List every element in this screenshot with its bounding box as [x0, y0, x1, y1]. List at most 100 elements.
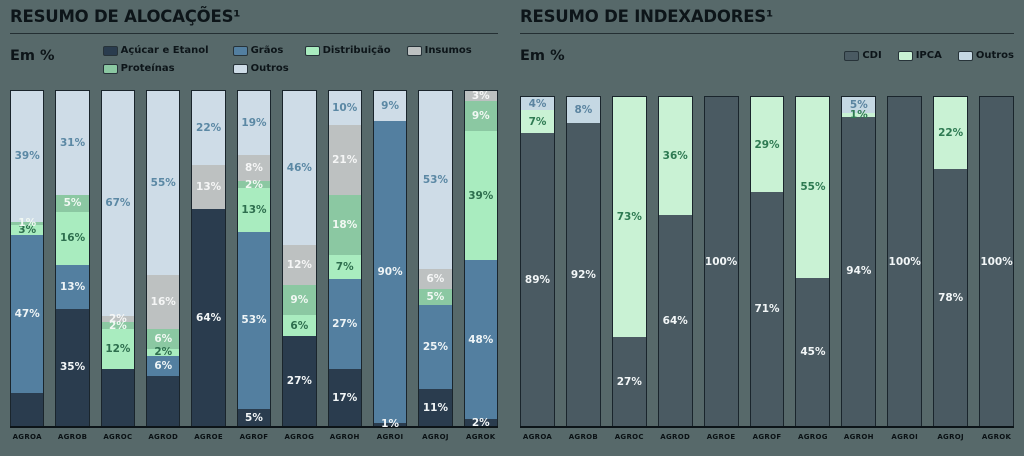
legend-swatch	[232, 45, 248, 56]
segment-value-label: 48%	[468, 333, 494, 346]
stacked-bar-agrof: 71% 29%	[749, 96, 785, 426]
bar-segment: 90%	[373, 121, 407, 423]
bar-segment: 89%	[521, 133, 554, 426]
legend-label: Grãos	[250, 45, 284, 56]
legend-swatch	[102, 45, 118, 56]
legend-swatch	[957, 50, 973, 61]
stacked-bar-agroj: 11% 25% 5% 6% 53%	[418, 90, 453, 426]
x-axis-label: AGROG	[284, 433, 315, 441]
bar-segment: 10%	[328, 91, 361, 125]
segment-value-label: 9%	[381, 100, 399, 113]
segment-value-label: 55%	[150, 177, 176, 190]
title-divider	[10, 33, 499, 34]
segment-value-label: 16%	[59, 232, 86, 245]
x-axis-label: AGROE	[194, 433, 224, 441]
bar-segment: 55%	[147, 91, 180, 276]
segment-value-label: 5%	[245, 411, 263, 424]
segment-value-label: 31%	[59, 136, 86, 149]
segment-value-label: 5%	[426, 291, 445, 304]
bar-segment: 47%	[11, 235, 44, 393]
bar-segment: 100%	[704, 97, 738, 426]
allocations-x-axis-labels: AGROA AGROB AGROC AGROD AGROE AGROF AGROG AGROH…	[10, 433, 498, 441]
stacked-bar-agroh: 17% 27% 7% 18% 21% 10%	[327, 90, 362, 426]
segment-value-label: 73%	[616, 211, 642, 224]
segment-value-label: 4%	[528, 97, 547, 110]
segment-value-label: 89%	[524, 273, 551, 286]
segment-value-label: 67%	[105, 197, 131, 210]
bar-segment: 67%	[101, 91, 135, 316]
stacked-bar-agrod: 6% 2% 6% 16% 55%	[146, 90, 181, 426]
bar-segment: 71%	[750, 192, 784, 426]
x-axis-label: AGROH	[843, 433, 874, 441]
bar-segment: 46%	[283, 91, 316, 246]
segment-value-label: 18%	[332, 219, 358, 232]
stacked-bar-agrob: 35% 13% 16% 5% 31%	[55, 90, 90, 426]
segment-value-label: 22%	[938, 127, 964, 140]
legend-swatch	[406, 45, 422, 56]
segment-value-label: 39%	[468, 189, 494, 202]
segment-value-label: 2%	[154, 346, 173, 359]
legend-item: CDI	[844, 50, 882, 61]
legend-label: IPCA	[915, 50, 942, 61]
segment-value-label: 22%	[196, 122, 222, 135]
bar-segment: 8%	[566, 97, 600, 124]
legend-label: Outros	[975, 50, 1014, 61]
segment-value-label: 71%	[754, 303, 780, 316]
x-axis-label: AGROB	[568, 433, 599, 441]
segment-value-label: 6%	[154, 332, 173, 345]
bar-segment: 18%	[328, 194, 361, 256]
stacked-bar-agrok: 100%	[979, 96, 1014, 426]
indexers-chart-panel: RESUMO DE INDEXADORES¹ Em % CDI IPCA Outro…	[520, 6, 1014, 454]
bar-segment	[11, 392, 44, 426]
bar-segment: 100%	[980, 97, 1013, 426]
bar-segment: 16%	[147, 275, 180, 329]
indexers-legend-row: Em % CDI IPCA Outros	[520, 41, 1014, 90]
x-axis-label: AGROF	[752, 433, 782, 441]
x-axis-label: AGROB	[57, 433, 88, 441]
x-axis-label: AGROK	[981, 433, 1012, 441]
bar-segment: 9%	[283, 285, 316, 316]
bar-segment: 1%	[373, 419, 407, 430]
bar-segment: 7%	[521, 110, 554, 134]
allocations-legend: Açúcar e Etanol Grãos Distribuição Insumos P…	[102, 41, 472, 74]
unit-label: Em %	[10, 48, 55, 64]
segment-value-label: 7%	[335, 260, 354, 273]
bar-segment: 17%	[328, 369, 361, 426]
stacked-bar-agroj: 78% 22%	[933, 96, 969, 426]
legend-label: CDI	[862, 50, 882, 61]
legend-label: Insumos	[424, 45, 472, 56]
segment-value-label: 64%	[196, 311, 222, 324]
stacked-bar-agrok: 2% 48% 39% 9% 3%	[463, 90, 498, 428]
bar-segment	[101, 369, 135, 426]
bar-segment: 19%	[237, 91, 271, 155]
bar-segment: 53%	[419, 91, 452, 269]
segment-value-label: 92%	[570, 268, 596, 281]
stacked-bar-agroa: 47% 3% 1% 39%	[10, 90, 45, 426]
bar-segment: 39%	[464, 130, 497, 261]
segment-value-label: 16%	[150, 296, 176, 309]
bar-segment: 3%	[11, 225, 44, 235]
legend-item: Distribuição	[304, 45, 407, 56]
stacked-bar-agrog: 45% 55%	[795, 96, 831, 426]
bar-segment: 5%	[56, 194, 89, 212]
bar-segment: 1%	[11, 218, 44, 229]
bar-segment: 22%	[192, 91, 225, 166]
stacked-bar-agrob: 92% 8%	[565, 96, 601, 426]
bar-segment: 2%	[464, 417, 497, 428]
bar-segment: 25%	[419, 305, 452, 390]
legend-item: Proteínas	[102, 63, 233, 74]
bar-segment: 27%	[612, 337, 646, 426]
segment-value-label: 35%	[59, 361, 86, 374]
bar-segment: 9%	[373, 91, 407, 122]
stacked-bar-agroh: 94% 1% 5%	[841, 96, 877, 426]
x-axis-label: AGROI	[891, 433, 919, 441]
bar-segment: 64%	[192, 209, 225, 426]
x-axis-label: AGROK	[466, 433, 496, 441]
bar-segment: 29%	[750, 97, 784, 193]
segment-value-label: 25%	[422, 341, 448, 354]
segment-value-label: 27%	[286, 374, 312, 387]
bar-segment: 13%	[56, 265, 89, 309]
legend-label: Distribuição	[322, 45, 391, 56]
segment-value-label: 100%	[980, 255, 1013, 268]
bar-segment: 100%	[888, 97, 922, 426]
